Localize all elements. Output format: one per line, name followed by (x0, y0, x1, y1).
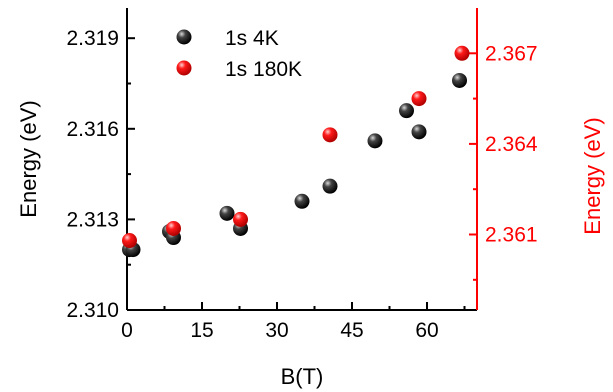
left-y-tick-label-2.316: 2.316 (66, 118, 119, 141)
left-y-axis-ticks: 2.310 2.313 2.316 2.319 (66, 27, 135, 322)
legend-marker-1s-4k (176, 29, 192, 45)
point-1s-4k-6 (294, 193, 310, 209)
right-y-tick-label-2.367: 2.367 (485, 42, 538, 65)
point-1s-4k-9 (399, 103, 414, 119)
point-1s-4k-10 (411, 124, 427, 140)
x-tick-label-45: 45 (340, 319, 363, 342)
point-1s-180k-0 (122, 233, 137, 249)
legend-marker-1s-180k (176, 60, 192, 76)
x-tick-label-0: 0 (121, 319, 133, 342)
point-1s-4k-8 (367, 133, 383, 149)
right-y-tick-label-2.361: 2.361 (485, 224, 538, 247)
legend-label-1s-180k: 1s 180K (225, 58, 302, 81)
x-tick-label-30: 30 (265, 319, 288, 342)
left-y-axis-title: Energy (eV) (16, 100, 41, 217)
right-y-axis-title: Energy (eV) (580, 117, 605, 234)
left-y-tick-label-2.313: 2.313 (66, 208, 119, 231)
point-1s-4k-7 (322, 178, 338, 194)
left-y-tick-label-2.319: 2.319 (66, 27, 119, 50)
point-1s-180k-5 (454, 45, 470, 61)
series-1s-180k-points (122, 45, 470, 249)
plot-frame (126, 8, 478, 311)
point-1s-180k-1 (166, 220, 181, 236)
x-tick-label-15: 15 (190, 319, 213, 342)
right-y-axis-ticks: 2.361 2.364 2.367 (469, 42, 538, 281)
x-tick-label-60: 60 (415, 319, 438, 342)
point-1s-4k-4 (219, 205, 235, 221)
point-1s-4k-11 (452, 72, 467, 88)
point-1s-180k-3 (322, 127, 338, 143)
left-y-tick-label-2.310: 2.310 (66, 299, 119, 322)
point-1s-180k-4 (411, 91, 427, 107)
right-y-tick-label-2.364: 2.364 (485, 133, 538, 156)
legend: 1s 4K 1s 180K (176, 27, 302, 81)
point-1s-180k-2 (233, 211, 248, 227)
x-axis-title: B(T) (281, 364, 324, 389)
legend-label-1s-4k: 1s 4K (225, 27, 279, 50)
x-axis-ticks: 0 15 30 45 60 (121, 302, 466, 342)
